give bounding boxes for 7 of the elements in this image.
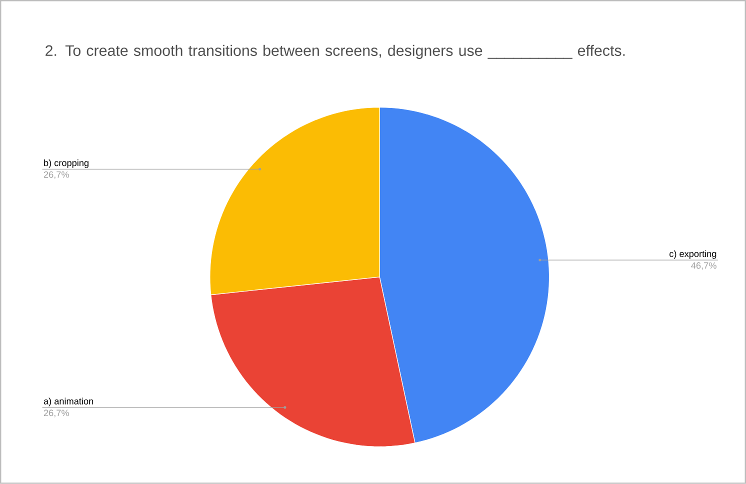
slice-label: c) exporting bbox=[670, 250, 716, 259]
slice-label: a) animation bbox=[44, 398, 94, 406]
data-label: 26,7% bbox=[44, 171, 69, 179]
chart-title: 2. To create smooth transitions between screens, designers use __________ effects. bbox=[46, 44, 625, 60]
data-label: 46,7% bbox=[691, 262, 716, 270]
data-label: 26,7% bbox=[44, 410, 69, 418]
slice-label: b) cropping bbox=[44, 160, 88, 168]
